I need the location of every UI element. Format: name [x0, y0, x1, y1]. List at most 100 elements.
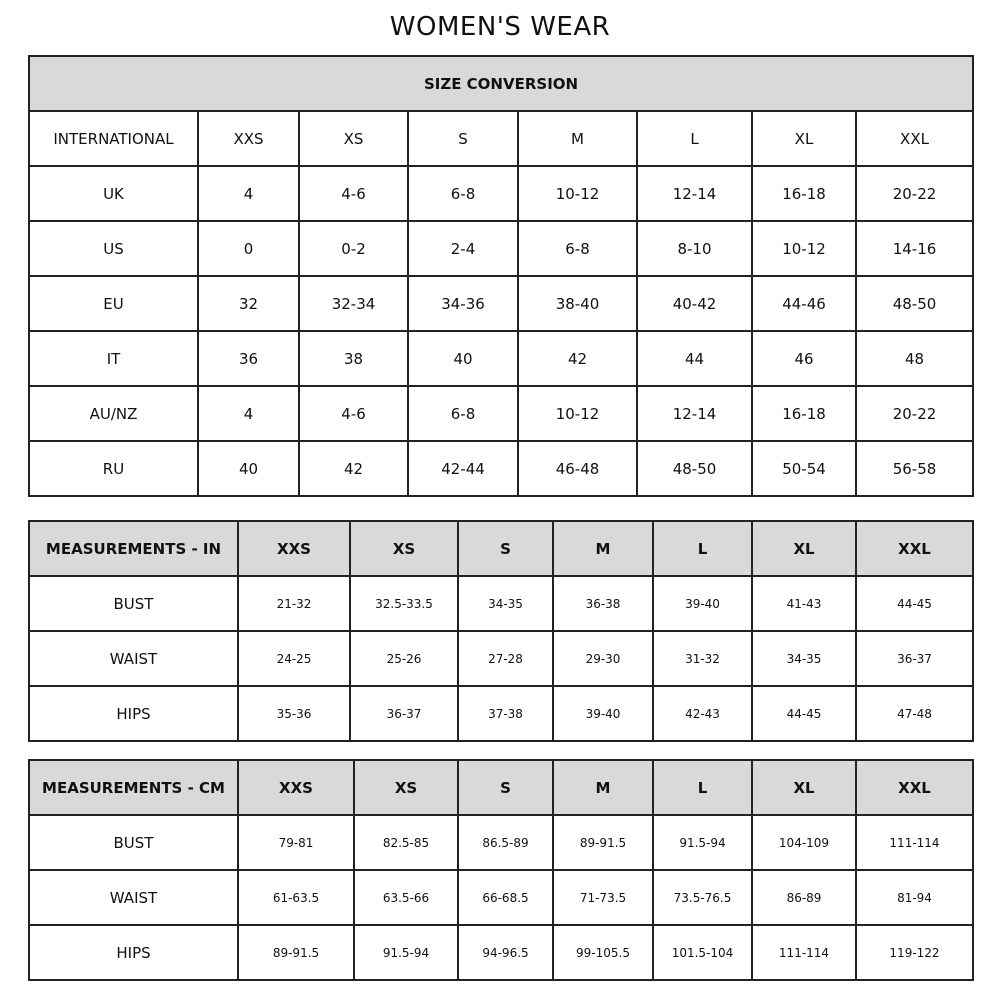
table-cell: 41-43	[751, 575, 857, 632]
table-cell: 32-34	[298, 275, 409, 332]
table-header-row: INTERNATIONAL XXS XS S M L XL XXL	[28, 110, 975, 167]
column-header-cell: XL	[751, 759, 857, 816]
column-header-cell: XXS	[237, 520, 351, 577]
row-label-cell: EU	[28, 275, 199, 332]
size-conversion-heading: SIZE CONVERSION	[27, 55, 975, 112]
table-cell: 35-36	[237, 685, 351, 742]
table-cell: 39-40	[552, 685, 654, 742]
column-header-cell: S	[407, 110, 519, 167]
column-header-cell: XS	[298, 110, 409, 167]
table-cell: 8-10	[636, 220, 753, 277]
table-cell: 29-30	[552, 630, 654, 687]
table-cell: 20-22	[854, 385, 975, 442]
table-cell: 4	[197, 385, 300, 442]
table-cell: 10-12	[517, 385, 638, 442]
table-cell: 99-105.5	[552, 924, 654, 981]
table-row: US 0 0-2 2-4 6-8 8-10 10-12 14-16	[28, 220, 975, 277]
measurements-in-table: MEASUREMENTS - IN XXS XS S M L XL XXL BUST 21-32 3…	[28, 520, 974, 742]
table-cell: 47-48	[855, 685, 974, 742]
column-header-cell: XXL	[855, 520, 974, 577]
table-cell: 44-45	[751, 685, 857, 742]
table-cell: 46	[751, 330, 857, 387]
row-label-cell: BUST	[28, 814, 239, 871]
table-cell: 32	[197, 275, 300, 332]
table-cell: 36-38	[552, 575, 654, 632]
table-cell: 4-6	[298, 165, 409, 222]
row-label-cell: HIPS	[28, 685, 239, 742]
table-cell: 6-8	[517, 220, 638, 277]
table-cell: 44-46	[751, 275, 857, 332]
measurements-cm-table: MEASUREMENTS - CM XXS XS S M L XL XXL BUST 79-81 8…	[28, 759, 974, 981]
row-label-cell: AU/NZ	[28, 385, 199, 442]
table-cell: 66-68.5	[457, 869, 554, 926]
table-cell: 89-91.5	[237, 924, 355, 981]
table-cell: 16-18	[751, 385, 857, 442]
table-banner-row: SIZE CONVERSION	[27, 55, 975, 112]
table-cell: 34-35	[751, 630, 857, 687]
row-label-cell: WAIST	[28, 630, 239, 687]
table-cell: 40-42	[636, 275, 753, 332]
table-cell: 42	[517, 330, 638, 387]
table-cell: 42-44	[407, 440, 519, 497]
table-row: UK 4 4-6 6-8 10-12 12-14 16-18 20-22	[28, 165, 975, 222]
table-cell: 31-32	[652, 630, 753, 687]
table-cell: 4	[197, 165, 300, 222]
table-row: HIPS 35-36 36-37 37-38 39-40 42-43 44-45 47-48	[28, 685, 974, 742]
table-row: WAIST 24-25 25-26 27-28 29-30 31-32 34-35 36-37	[28, 630, 974, 687]
row-label-cell: UK	[28, 165, 199, 222]
table-cell: 48	[854, 330, 975, 387]
column-header-cell: S	[457, 759, 554, 816]
table-cell: 40	[407, 330, 519, 387]
table-cell: 32.5-33.5	[349, 575, 459, 632]
table-cell: 91.5-94	[652, 814, 753, 871]
row-label-cell: HIPS	[28, 924, 239, 981]
table-row: BUST 21-32 32.5-33.5 34-35 36-38 39-40 41-43 44…	[28, 575, 974, 632]
table-cell: 86.5-89	[457, 814, 554, 871]
table-row: EU 32 32-34 34-36 38-40 40-42 44-46 48-50	[28, 275, 975, 332]
row-label-cell: US	[28, 220, 199, 277]
table-cell: 71-73.5	[552, 869, 654, 926]
table-cell: 82.5-85	[353, 814, 459, 871]
column-header-cell: XXL	[854, 110, 975, 167]
table-cell: 104-109	[751, 814, 857, 871]
column-header-cell: XXS	[237, 759, 355, 816]
column-header-cell: S	[457, 520, 554, 577]
table-cell: 36-37	[855, 630, 974, 687]
row-label-cell: WAIST	[28, 869, 239, 926]
column-header-cell: XS	[353, 759, 459, 816]
table-cell: 38-40	[517, 275, 638, 332]
table-cell: 56-58	[854, 440, 975, 497]
table-header-row: MEASUREMENTS - CM XXS XS S M L XL XXL	[28, 759, 974, 816]
column-header-cell: XL	[751, 110, 857, 167]
table-cell: 24-25	[237, 630, 351, 687]
table-cell: 34-35	[457, 575, 554, 632]
table-cell: 91.5-94	[353, 924, 459, 981]
table-cell: 25-26	[349, 630, 459, 687]
table-cell: 63.5-66	[353, 869, 459, 926]
page-title: WOMEN'S WEAR	[389, 12, 611, 42]
table-cell: 111-114	[855, 814, 974, 871]
table-cell: 36-37	[349, 685, 459, 742]
column-header-cell: L	[652, 520, 753, 577]
table-cell: 2-4	[407, 220, 519, 277]
size-conversion-table: SIZE CONVERSION INTERNATIONAL XXS XS S M L XL X…	[27, 55, 975, 497]
row-label-cell: MEASUREMENTS - CM	[28, 759, 239, 816]
table-cell: 12-14	[636, 385, 753, 442]
table-cell: 40	[197, 440, 300, 497]
table-cell: 0-2	[298, 220, 409, 277]
row-label-cell: IT	[28, 330, 199, 387]
table-cell: 34-36	[407, 275, 519, 332]
table-cell: 14-16	[854, 220, 975, 277]
table-cell: 94-96.5	[457, 924, 554, 981]
table-cell: 61-63.5	[237, 869, 355, 926]
table-cell: 36	[197, 330, 300, 387]
column-header-cell: XXS	[197, 110, 300, 167]
table-cell: 81-94	[855, 869, 974, 926]
table-cell: 46-48	[517, 440, 638, 497]
table-row: BUST 79-81 82.5-85 86.5-89 89-91.5 91.5-94 104…	[28, 814, 974, 871]
table-cell: 44	[636, 330, 753, 387]
column-header-cell: M	[552, 759, 654, 816]
column-header-cell: L	[636, 110, 753, 167]
table-cell: 89-91.5	[552, 814, 654, 871]
row-label-cell: RU	[28, 440, 199, 497]
